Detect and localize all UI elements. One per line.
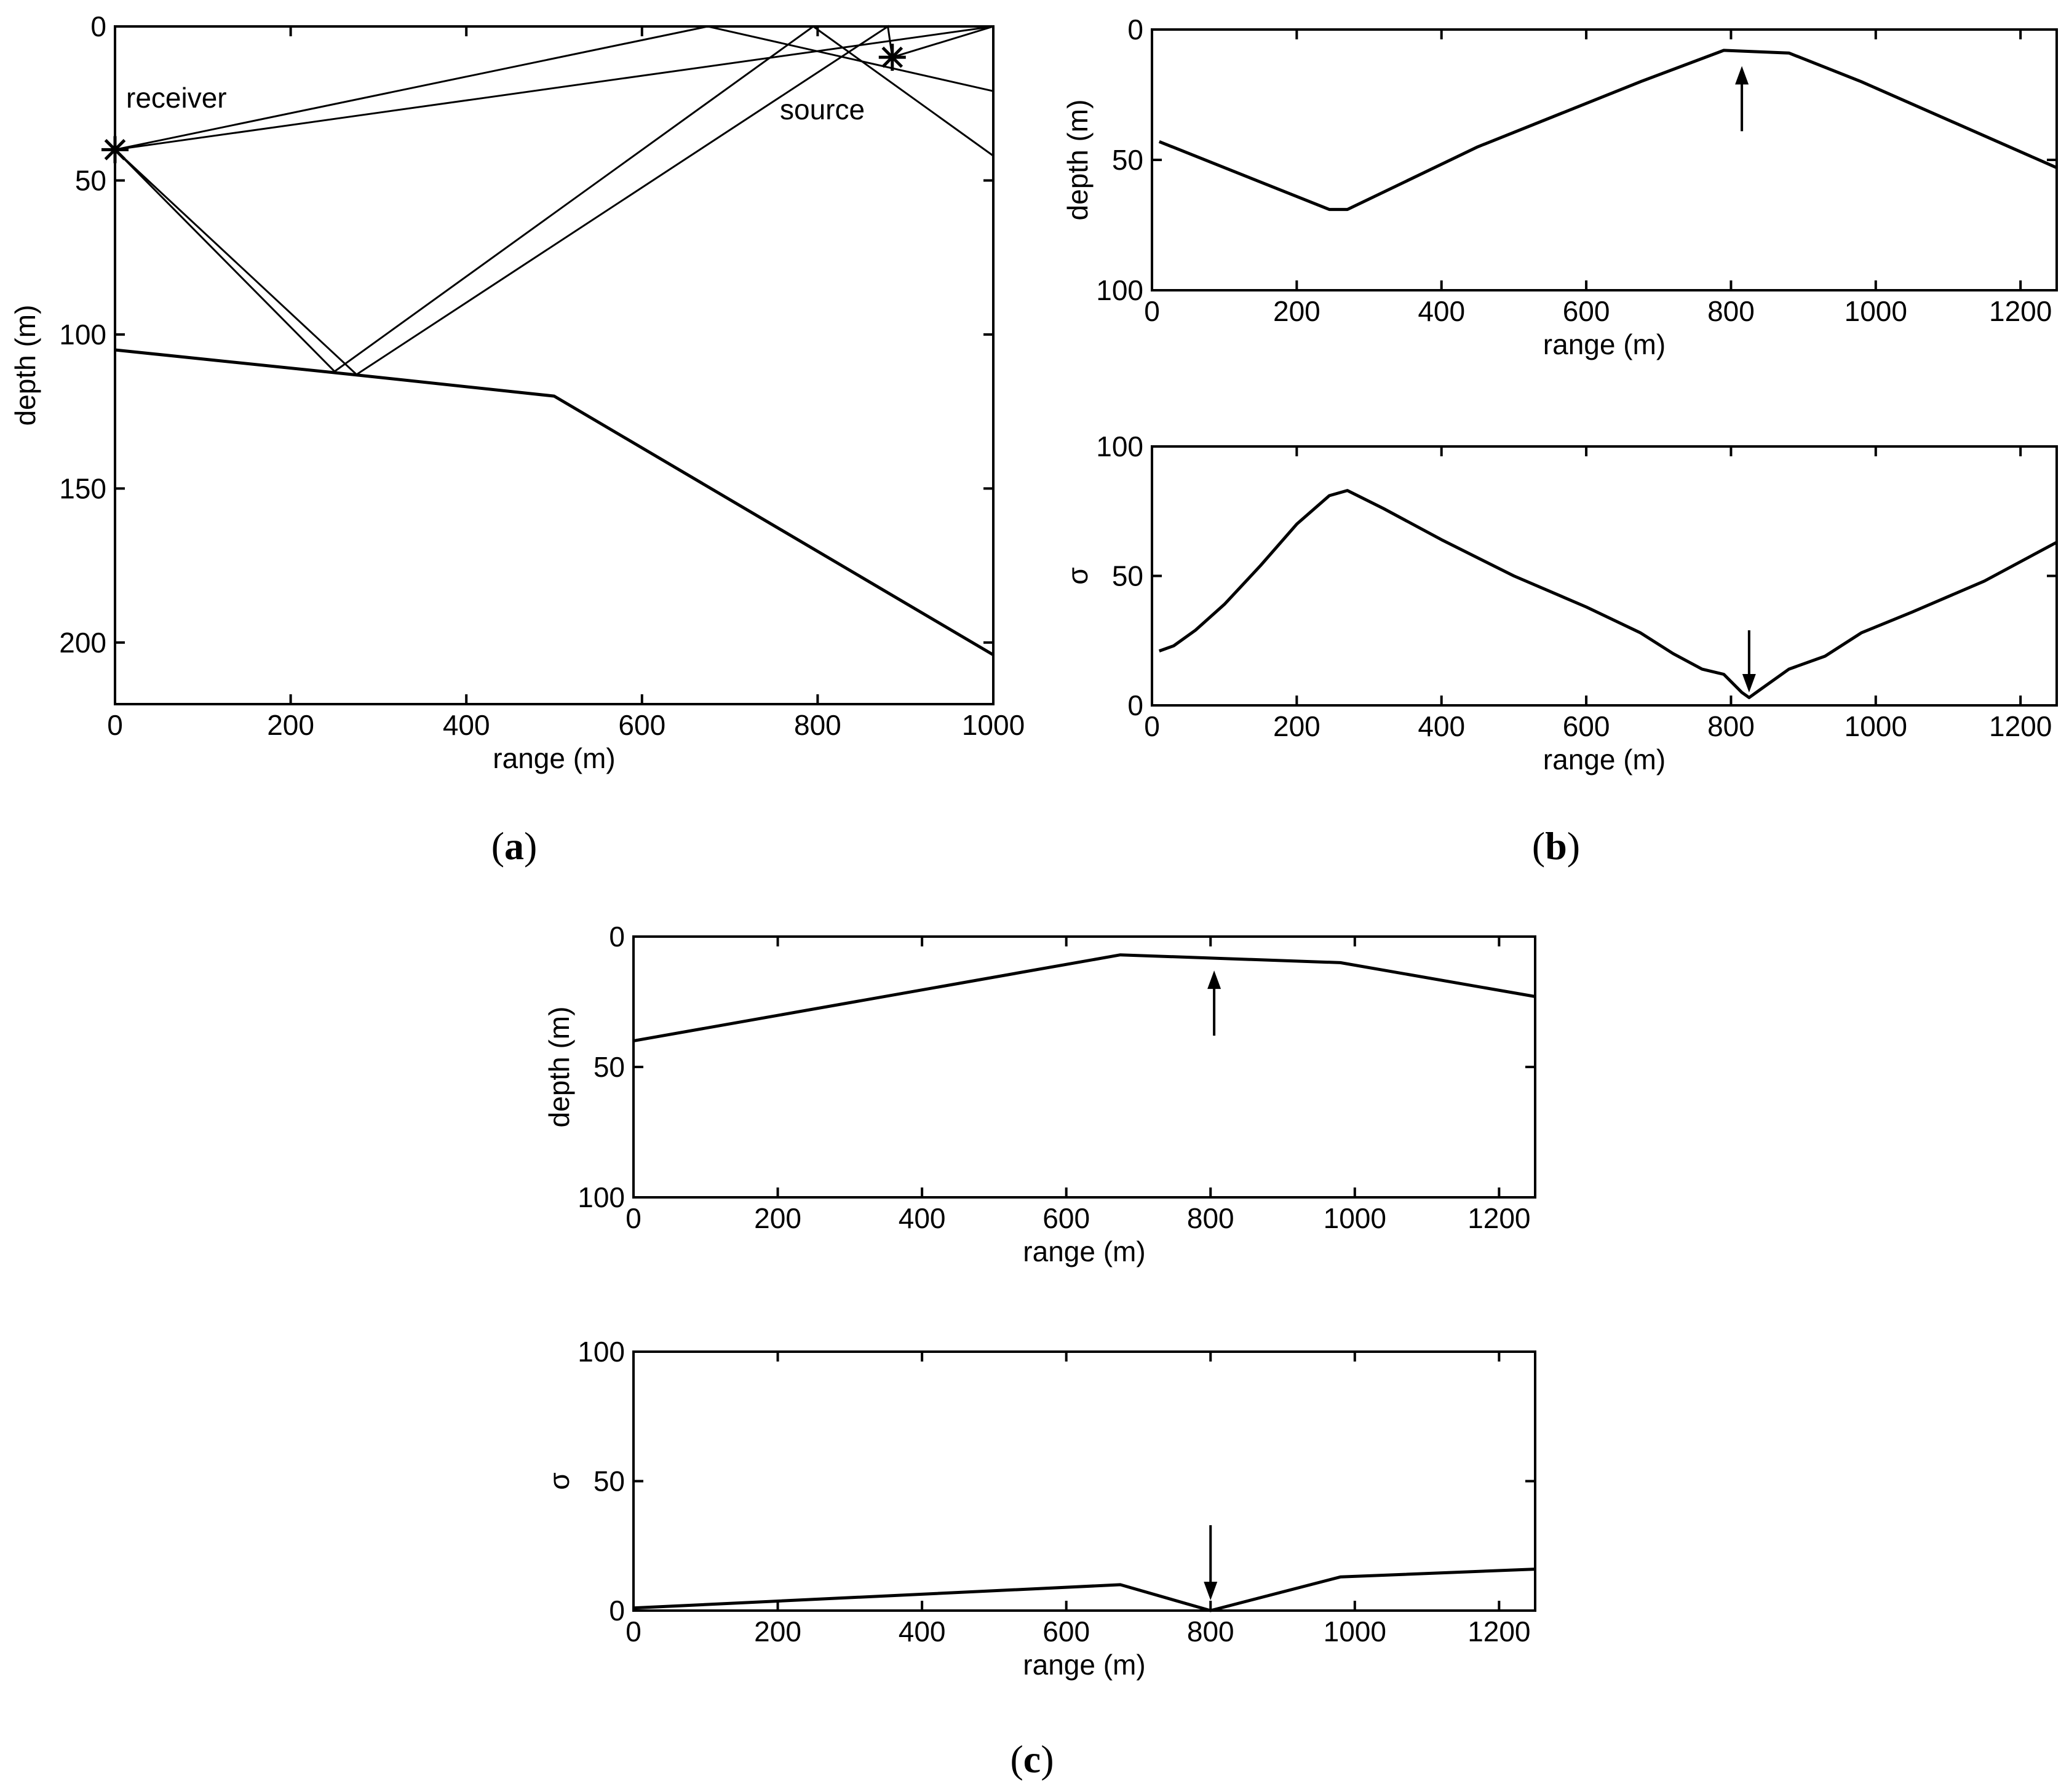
ray-path bbox=[114, 25, 994, 373]
y-axis-label: depth (m) bbox=[9, 305, 41, 426]
x-tick-label: 600 bbox=[618, 709, 665, 741]
y-tick-label: 50 bbox=[75, 164, 106, 196]
depth-curve bbox=[633, 953, 1536, 1043]
y-axis-label: depth (m) bbox=[1062, 100, 1094, 221]
y-axis-label: σ bbox=[1062, 567, 1094, 584]
x-tick-label: 200 bbox=[267, 709, 314, 741]
y-tick-label: 150 bbox=[59, 472, 106, 504]
y-tick-label: 100 bbox=[578, 1336, 625, 1368]
x-tick-label: 0 bbox=[107, 709, 123, 741]
minimum-arrow bbox=[1207, 970, 1221, 1036]
x-tick-label: 800 bbox=[794, 709, 841, 741]
x-tick-label: 1200 bbox=[1989, 710, 2052, 742]
source-marker bbox=[878, 44, 906, 71]
x-tick-label: 1000 bbox=[962, 709, 1025, 741]
y-tick-label: 50 bbox=[594, 1051, 625, 1083]
x-tick-label: 0 bbox=[625, 1202, 641, 1234]
x-tick-label: 0 bbox=[625, 1616, 641, 1647]
receiver-label: receiver bbox=[126, 82, 227, 114]
x-tick-label: 600 bbox=[1563, 295, 1610, 327]
x-tick-label: 600 bbox=[1042, 1616, 1090, 1647]
x-tick-label: 400 bbox=[1418, 710, 1465, 742]
y-axis-label: σ bbox=[543, 1472, 575, 1489]
x-tick-label: 800 bbox=[1187, 1616, 1234, 1647]
x-tick-label: 200 bbox=[754, 1616, 801, 1647]
x-tick-label: 800 bbox=[1707, 295, 1755, 327]
minimum-arrow bbox=[1742, 630, 1756, 692]
ray-path bbox=[114, 25, 894, 376]
x-tick-label: 800 bbox=[1707, 710, 1755, 742]
arrow-head bbox=[1204, 1582, 1218, 1601]
x-tick-label: 400 bbox=[443, 709, 490, 741]
y-tick-label: 50 bbox=[1112, 144, 1143, 176]
y-tick-label: 200 bbox=[59, 627, 106, 659]
y-tick-label: 100 bbox=[59, 319, 106, 351]
plot-frame bbox=[1151, 28, 2058, 291]
x-tick-label: 0 bbox=[1144, 710, 1160, 742]
y-axis-label: depth (m) bbox=[543, 1007, 575, 1128]
y-tick-label: 100 bbox=[578, 1181, 625, 1213]
y-tick-label: 100 bbox=[1096, 274, 1143, 306]
panel-c-sigma-plot: 0 200 400 600 800 1000 1200 0 50 100 range (m) σ bbox=[543, 1336, 1536, 1681]
sigma-curve bbox=[633, 1568, 1536, 1612]
panel-b-sigma-plot: 0 200 400 600 800 1000 1200 0 50 100 range (m) σ bbox=[1062, 430, 2058, 775]
ray-path bbox=[114, 25, 994, 151]
y-tick-label: 100 bbox=[1096, 430, 1143, 462]
x-tick-label: 800 bbox=[1187, 1202, 1234, 1234]
arrow-head bbox=[1742, 673, 1756, 692]
sigma-curve bbox=[1158, 489, 2058, 699]
y-tick-label: 0 bbox=[609, 921, 625, 953]
panel-tag: (b) bbox=[1532, 824, 1580, 868]
y-tick-label: 50 bbox=[594, 1465, 625, 1497]
y-tick-label: 0 bbox=[609, 1595, 625, 1627]
plot-frame bbox=[632, 935, 1536, 1199]
x-tick-label: 600 bbox=[1042, 1202, 1090, 1234]
panel-c-depth-plot: 0 200 400 600 800 1000 1200 0 50 100 range (m) dept… bbox=[543, 921, 1536, 1267]
x-tick-label: 1000 bbox=[1324, 1202, 1386, 1234]
x-axis-label: range (m) bbox=[1023, 1649, 1145, 1681]
panel-a-ray-diagram: 0 200 400 600 800 1000 0 50 100 150 200 range (m) de… bbox=[9, 10, 1025, 774]
y-tick-label: 0 bbox=[1127, 14, 1143, 46]
plot-frame bbox=[632, 1350, 1536, 1612]
star-stroke bbox=[881, 46, 903, 68]
x-axis-label: range (m) bbox=[1543, 328, 1666, 360]
seabed-line bbox=[114, 348, 995, 657]
x-axis-label: range (m) bbox=[1543, 743, 1666, 775]
x-tick-label: 200 bbox=[754, 1202, 801, 1234]
x-tick-label: 400 bbox=[1418, 295, 1465, 327]
y-tick-label: 50 bbox=[1112, 560, 1143, 592]
panel-tag: (c) bbox=[1010, 1737, 1054, 1781]
panel-tags: (a) (b) (c) bbox=[491, 824, 1580, 1781]
minimum-arrow bbox=[1204, 1525, 1218, 1601]
x-tick-label: 400 bbox=[899, 1616, 946, 1647]
x-tick-label: 1000 bbox=[1845, 295, 1907, 327]
ray-path bbox=[114, 25, 994, 151]
x-tick-label: 0 bbox=[1144, 295, 1160, 327]
star-stroke bbox=[104, 139, 126, 161]
arrow-head bbox=[1207, 970, 1221, 989]
x-tick-label: 1200 bbox=[1467, 1616, 1530, 1647]
x-tick-label: 600 bbox=[1563, 710, 1610, 742]
minimum-arrow bbox=[1735, 66, 1749, 132]
x-axis-label: range (m) bbox=[493, 742, 615, 774]
x-tick-label: 400 bbox=[899, 1202, 946, 1234]
source-label: source bbox=[780, 93, 865, 125]
depth-curve bbox=[1158, 49, 2058, 212]
y-tick-label: 0 bbox=[90, 10, 106, 42]
panel-tag: (a) bbox=[491, 824, 538, 868]
plot-frame bbox=[114, 25, 995, 705]
panel-b-depth-plot: 0 200 400 600 800 1000 1200 0 50 100 range (m) dept… bbox=[1062, 14, 2058, 360]
x-tick-label: 1000 bbox=[1845, 710, 1907, 742]
plot-frame bbox=[1151, 445, 2058, 707]
x-tick-label: 200 bbox=[1273, 295, 1320, 327]
x-axis-label: range (m) bbox=[1023, 1235, 1145, 1267]
arrow-head bbox=[1735, 66, 1749, 85]
x-tick-label: 200 bbox=[1273, 710, 1320, 742]
x-tick-label: 1000 bbox=[1324, 1616, 1386, 1647]
x-tick-label: 1200 bbox=[1467, 1202, 1530, 1234]
y-tick-label: 0 bbox=[1127, 689, 1143, 721]
receiver-marker bbox=[101, 136, 129, 164]
x-tick-label: 1200 bbox=[1989, 295, 2052, 327]
